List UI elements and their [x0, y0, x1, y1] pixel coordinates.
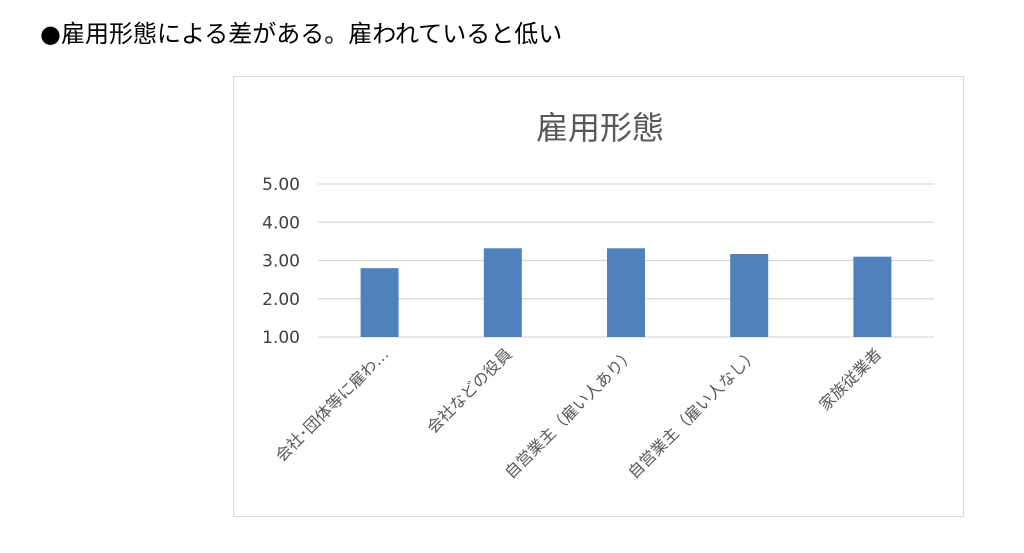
bars	[360, 248, 892, 337]
bar	[483, 248, 522, 337]
heading-text: 雇用形態による差がある。雇われていると低い	[60, 20, 563, 48]
x-tick-label: 家族従業者	[815, 344, 885, 414]
y-tick-label: 2.00	[262, 290, 300, 310]
x-tick-label: 自営業主（雇い人あり）	[501, 344, 639, 482]
y-axis: 5.00 4.00 3.00 2.00 1.00	[262, 175, 300, 348]
chart-title: 雇用形態	[536, 109, 664, 147]
y-tick-label: 3.00	[262, 252, 300, 272]
x-tick-label: 会社･団体等に雇わ…	[272, 344, 393, 465]
bar-chart: 雇用形態 5.00 4.00 3.00 2.00 1.00 会社･団体等に雇わ… 会社など…	[262, 109, 934, 482]
bar	[853, 256, 892, 337]
x-tick-label: 会社などの役員	[423, 344, 516, 437]
y-tick-label: 5.00	[262, 175, 300, 195]
page-heading: ●雇用形態による差がある。雇われていると低い	[40, 14, 562, 54]
y-tick-label: 1.00	[262, 328, 300, 348]
bar	[360, 268, 399, 337]
bullet-icon: ●	[40, 20, 61, 48]
x-tick-label: 自営業主（雇い人なし）	[624, 344, 762, 482]
bar	[730, 253, 769, 337]
bar	[607, 248, 645, 337]
y-tick-label: 4.00	[262, 213, 300, 233]
chart-frame: 雇用形態 5.00 4.00 3.00 2.00 1.00 会社･団体等に雇わ… 会社など…	[233, 76, 964, 517]
